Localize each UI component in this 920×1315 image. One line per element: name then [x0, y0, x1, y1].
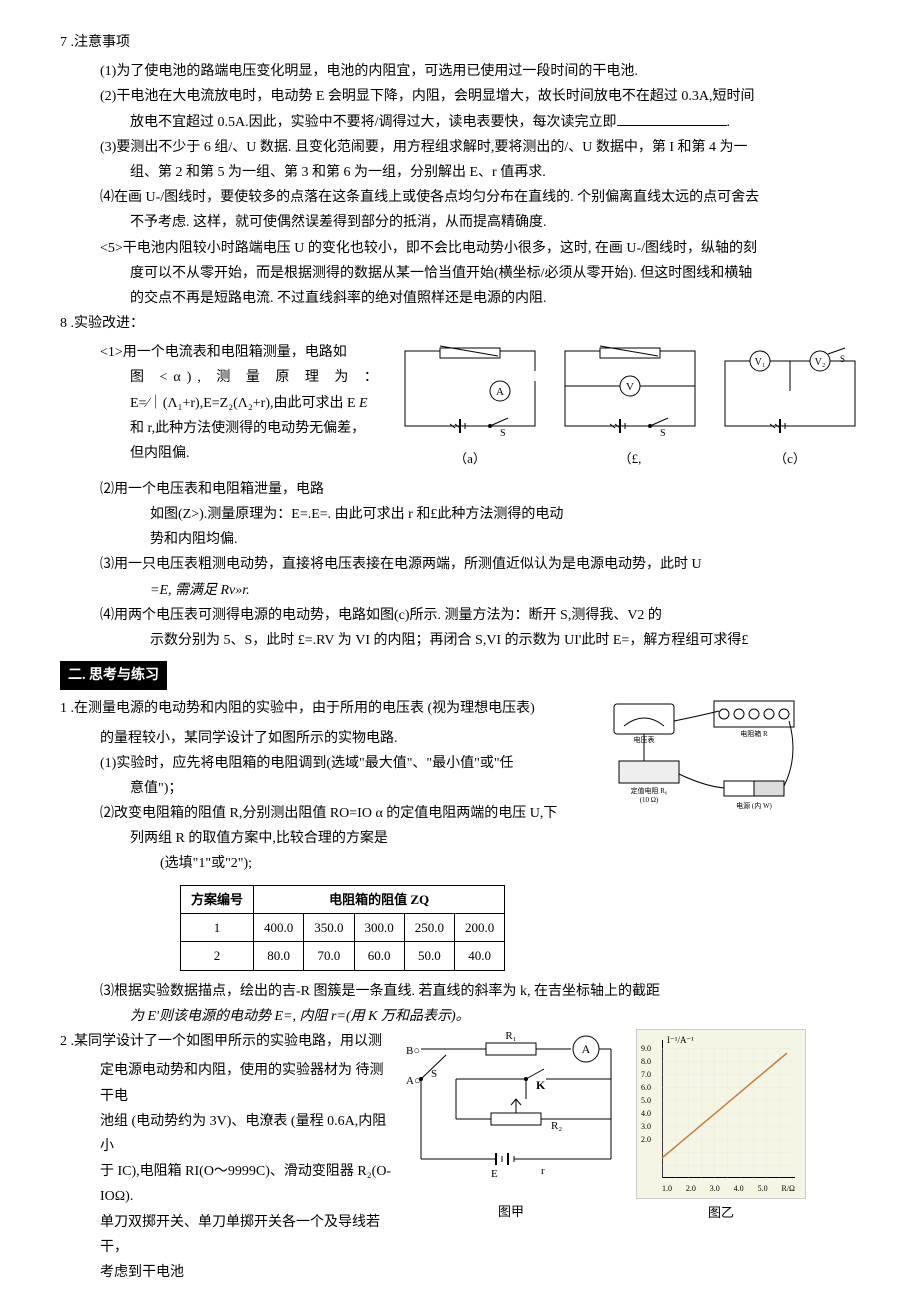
- table-cell: 80.0: [254, 942, 304, 970]
- svg-text:R₂: R₂: [551, 1120, 562, 1132]
- s7-item-4a: ⑷在画 U-/图线时，要使较多的点落在这条直线上或使各点均匀分布在直线的. 个别…: [60, 185, 860, 210]
- table-cell: 50.0: [404, 942, 454, 970]
- table-cell: 1: [181, 914, 254, 942]
- s8-item-1d: 和 r,此种方法使测得的电动势无偏差，: [60, 416, 400, 441]
- p2-c: 于 IC),电阻箱 RI(O〜9999C)、滑动变阻器 R₂(O-IOΩ).: [60, 1159, 396, 1209]
- circuit-jia: B○ A○ S R₁ A E r: [396, 1029, 626, 1224]
- circuit-figures-row: A S （a） V S: [400, 346, 860, 471]
- circuit-figure-a: A S （a）: [400, 346, 540, 471]
- fig-b-label: （£,: [560, 447, 700, 470]
- svg-text:K: K: [536, 1078, 546, 1092]
- s8-item-2c: 势和内阻均偏.: [60, 527, 860, 552]
- fig-yi-label: 图乙: [636, 1201, 806, 1224]
- s8-item-2a: ⑵用一个电压表和电阻箱泄量，电路: [60, 477, 860, 502]
- s8-item-1a: <1>用一个电流表和电阻箱测量，电路如: [60, 340, 400, 365]
- table-cell: 200.0: [455, 914, 505, 942]
- table-cell: 70.0: [304, 942, 354, 970]
- s8-item-2b: 如图(Z>).测量原理为：E=.E=. 由此可求出 r 和£此种方法测得的电动: [60, 502, 860, 527]
- s8-item-1e: 但内阻偏.: [60, 441, 400, 466]
- table-cell: 60.0: [354, 942, 404, 970]
- s7-item-3a: (3)要测出不少于 6 组/、U 数据. 且变化范闹要，用方程组求解时,要将测出…: [60, 135, 860, 160]
- p2-a: 定电源电动势和内阻，使用的实验器材为 待测干电: [60, 1058, 396, 1108]
- svg-text:电源 (内 W): 电源 (内 W): [736, 801, 772, 810]
- svg-text:A: A: [582, 1042, 591, 1056]
- table-cell: 400.0: [254, 914, 304, 942]
- s8-3b-text: =E, 需满足 Rv»r.: [150, 583, 250, 598]
- p1-2b: 列两组 R 的取值方案中,比较合理的方案是: [60, 826, 604, 851]
- svg-text:A○: A○: [406, 1075, 421, 1087]
- section-8-title: 8 .实验改进：: [60, 311, 860, 336]
- table-cell: 300.0: [354, 914, 404, 942]
- svg-text:定值电阻 R₀: 定值电阻 R₀: [631, 786, 668, 795]
- s7-item-4b: 不予考虑. 这样，就可使偶然误差得到部分的抵消，从而提高精确度.: [60, 210, 860, 235]
- th-values: 电阻箱的阻值 ZQ: [254, 885, 505, 913]
- svg-text:E: E: [491, 1168, 498, 1180]
- think-practice-header: 二. 思考与练习: [60, 661, 167, 690]
- s8-item-3a: ⑶用一只电压表粗测电动势，直接将电压表接在电源两端，所测值近似认为是电源电动势，…: [60, 552, 860, 577]
- fig-jia-label: 图甲: [396, 1200, 626, 1223]
- table-cell: 250.0: [404, 914, 454, 942]
- svg-text:S: S: [660, 428, 666, 439]
- table-row: 2 80.0 70.0 60.0 50.0 40.0: [181, 942, 505, 970]
- p2-intro: 2 .某同学设计了一个如图甲所示的实验电路，用以测: [60, 1029, 396, 1054]
- s7-item-2a: (2)干电池在大电流放电时，电动势 E 会明显下降，内阻，会明显增大，故长时间放…: [60, 84, 860, 109]
- table-cell: 350.0: [304, 914, 354, 942]
- th-plan: 方案编号: [181, 885, 254, 913]
- s8-item-1c-text: E=∕｜(Λ₁+r),E=Z₂(Λ₂+r),由此可求出 E: [130, 396, 356, 411]
- graph-yi: I⁻¹/A⁻¹ 9.08.07.06.05.04.03.02.0 1.02.03…: [636, 1029, 806, 1224]
- p1-3a: ⑶根据实验数据描点，绘出的吉-R 图簇是一条直线. 若直线的斜率为 k, 在吉坐…: [60, 979, 860, 1004]
- s8-item-1b: 图 <α), 测 量 原 理 为 ：: [60, 365, 400, 390]
- svg-text:V₁: V₁: [755, 357, 766, 368]
- circuit-figure-b: V S （£,: [560, 346, 700, 471]
- s7-item-5b: 度可以不从零开始，而是根据测得的数据从某一恰当值开始(横坐标/必须从零开始). …: [60, 261, 860, 286]
- device-photo: 电压表 电阻箱 R 定值电阻 R₀ (10 Ω) 电源 (内 W): [604, 696, 804, 826]
- fig-c-label: （c）: [720, 447, 860, 470]
- svg-text:(10 Ω): (10 Ω): [640, 796, 659, 804]
- s7-item-3b: 组、第 2 和第 5 为一组、第 3 和第 6 为一组，分别解出 E、r 值再求…: [60, 160, 860, 185]
- s7-item-1: (1)为了使电池的路端电压变化明显，电池的内阻宜，可选用已使用过一段时间的干电池…: [60, 59, 860, 84]
- p2-d: 单刀双掷开关、单刀单掷开关各一个及导线若干，: [60, 1210, 396, 1260]
- table-cell: 2: [181, 942, 254, 970]
- p2-e: 考虑到干电池: [60, 1260, 396, 1285]
- p1-1b: 意值")；: [60, 776, 604, 801]
- s7-item-2b-text: 放电不宜超过 0.5A.因此，实验中不要将/调得过大，读电表要快，每次读完立即: [130, 115, 617, 130]
- s7-item-5c: 的交点不再是短路电流. 不过直线斜率的绝对值照样还是电源的内阻.: [60, 286, 860, 311]
- fig-a-label: （a）: [400, 447, 540, 470]
- p1-2a: ⑵改变电阻箱的阻值 R,分别测出阻值 RO=IO α 的定值电阻两端的电压 U,…: [60, 801, 604, 826]
- p1-1a: (1)实验时，应先将电阻箱的电阻调到(选域"最大值"、"最小值"或"任: [60, 751, 604, 776]
- table-cell: 40.0: [455, 942, 505, 970]
- p1-intro2: 的量程较小，某同学设计了如图所示的实物电路.: [60, 726, 604, 751]
- svg-text:S: S: [500, 428, 506, 439]
- s8-item-1c: E=∕｜(Λ₁+r),E=Z₂(Λ₂+r),由此可求出 E E: [60, 391, 400, 416]
- svg-text:R₁: R₁: [505, 1030, 516, 1042]
- p1-2c: (选填"1"或"2");: [60, 851, 604, 876]
- s8-item-4a: ⑷用两个电压表可测得电源的电动势，电路如图(c)所示. 测量方法为：断开 S,测…: [60, 603, 860, 628]
- s7-item-2b: 放电不宜超过 0.5A.因此，实验中不要将/调得过大，读电表要快，每次读完立即.: [60, 110, 860, 135]
- svg-text:B○: B○: [406, 1045, 420, 1057]
- svg-text:V₂: V₂: [815, 357, 826, 368]
- s8-4b-text: 示数分别为 5、S，此时 £=.RV 为 VI 的内阻；再闭合 S,VI 的示数…: [150, 633, 748, 648]
- s8-item-4b: 示数分别为 5、S，此时 £=.RV 为 VI 的内阻；再闭合 S,VI 的示数…: [60, 628, 860, 653]
- p2-b: 池组 (电动势约为 3V)、电潦表 (量程 0.6A,内阻小: [60, 1109, 396, 1159]
- p1-intro: 1 .在测量电源的电动势和内阻的实验中，由于所用的电压表 (视为理想电压表): [60, 696, 604, 721]
- s7-item-5a: <5>干电池内阻较小时路端电压 U 的变化也较小，即不会比电动势小很多，这时, …: [60, 236, 860, 261]
- blank-fill: [617, 112, 727, 126]
- circuit-figure-c: V₁ V₂ S （c）: [720, 346, 860, 471]
- svg-text:S: S: [840, 354, 845, 364]
- svg-text:V: V: [626, 381, 634, 393]
- svg-text:r: r: [541, 1165, 545, 1177]
- table-row: 1 400.0 350.0 300.0 250.0 200.0: [181, 914, 505, 942]
- svg-text:S: S: [431, 1068, 437, 1080]
- svg-text:电阻箱 R: 电阻箱 R: [740, 729, 768, 738]
- resistance-table: 方案编号 电阻箱的阻值 ZQ 1 400.0 350.0 300.0 250.0…: [180, 885, 860, 971]
- section-7-title: 7 .注意事项: [60, 30, 860, 55]
- svg-text:A: A: [496, 386, 504, 398]
- p1-3b: 为 E'则该电源的电动势 E=, 内阻 r=(用 K 万和品表示)。: [60, 1004, 860, 1029]
- s8-item-3b: =E, 需满足 Rv»r.: [60, 578, 860, 603]
